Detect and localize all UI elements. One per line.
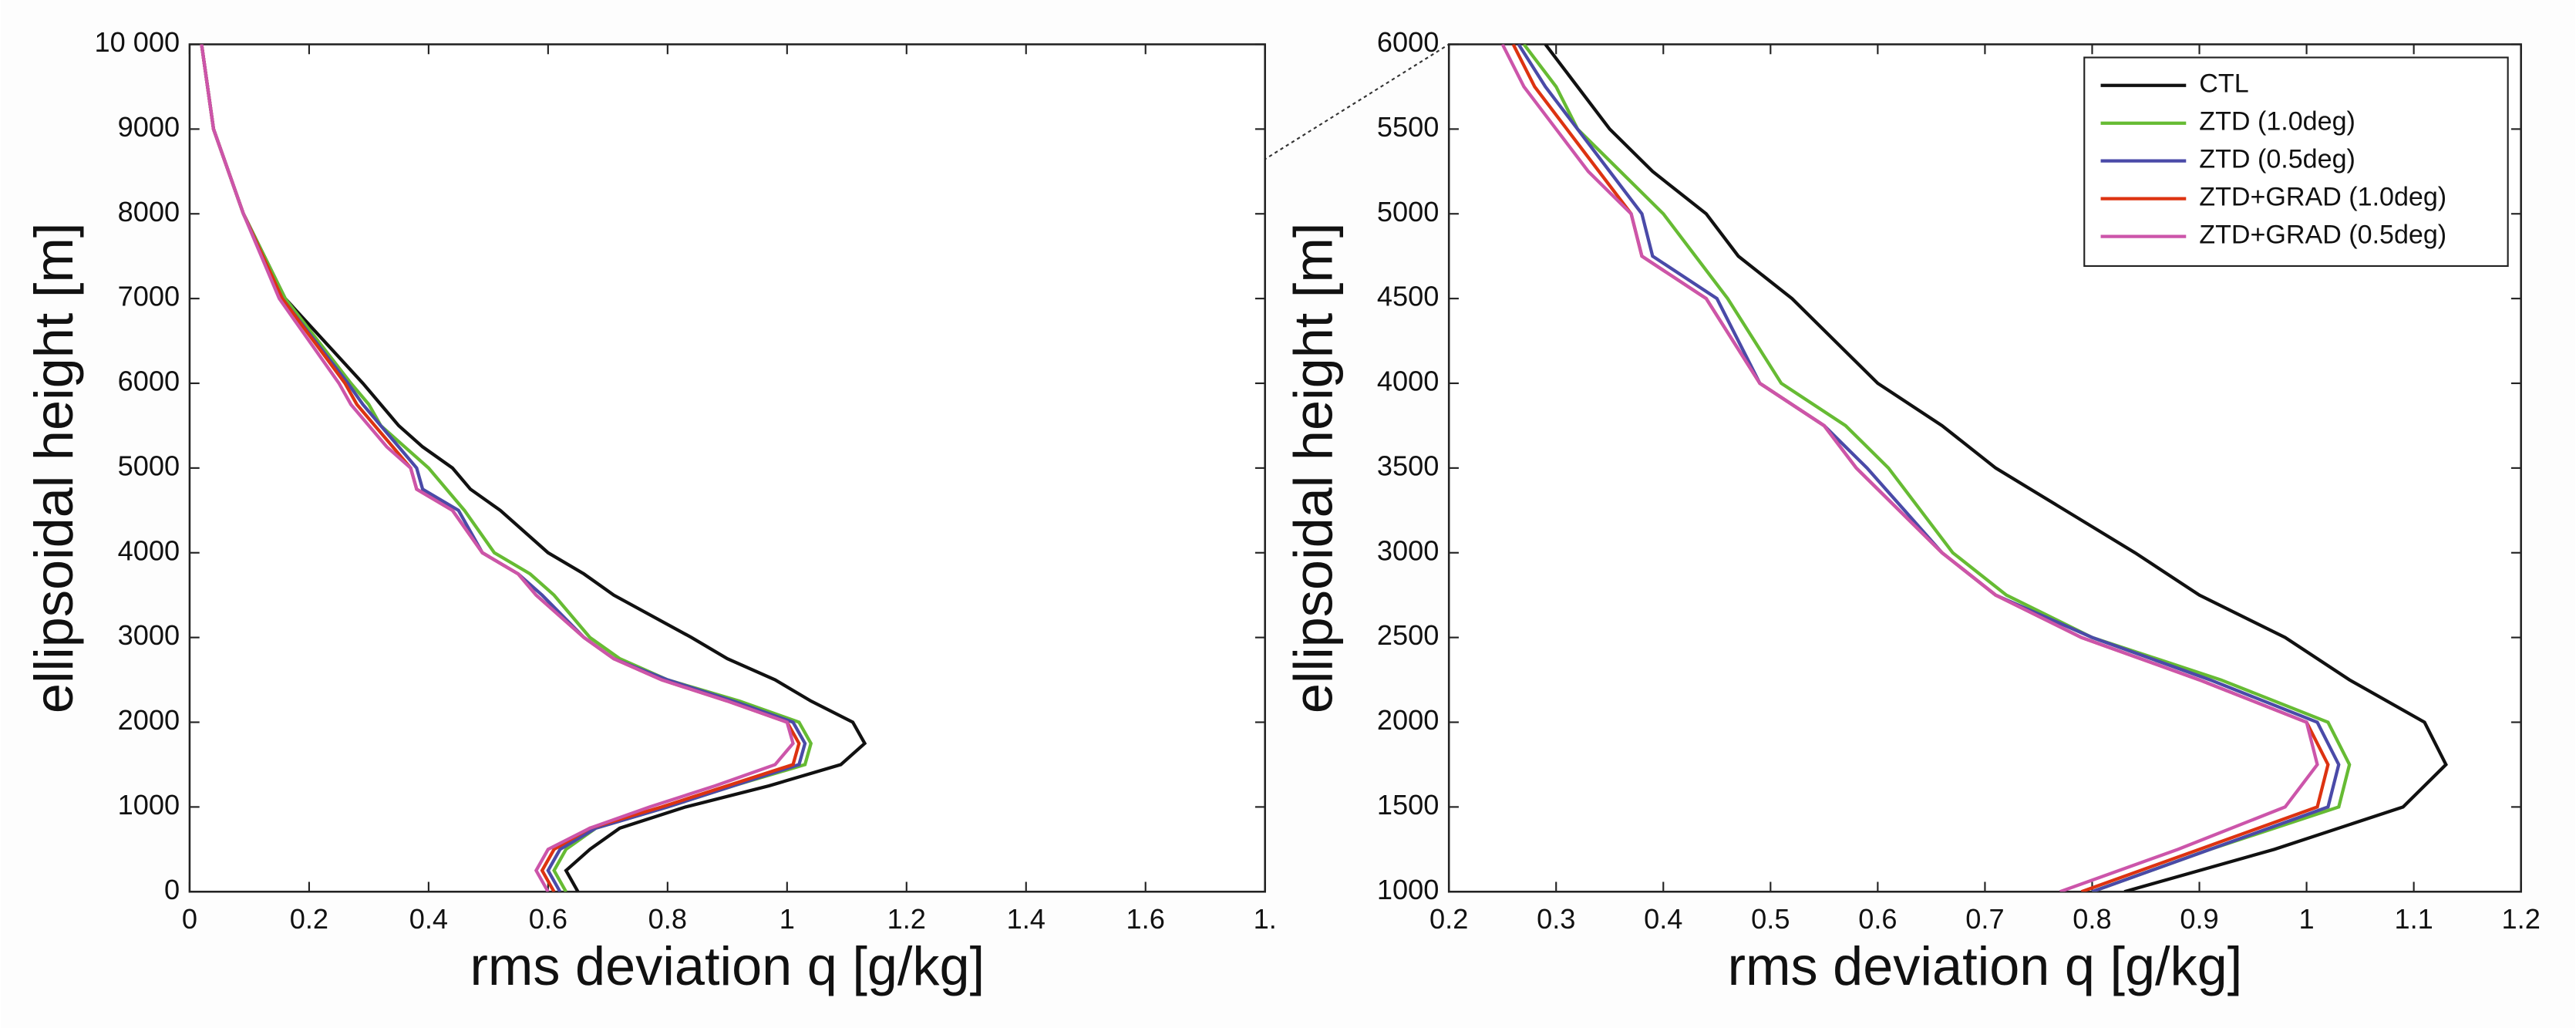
y-tick-label: 2000 bbox=[118, 704, 180, 736]
x-tick-label: 0.4 bbox=[409, 903, 448, 935]
y-tick-label: 9000 bbox=[118, 111, 180, 143]
x-tick-label: 1.6 bbox=[1126, 903, 1165, 935]
x-tick-label: 1.4 bbox=[1007, 903, 1046, 935]
series-line bbox=[1522, 44, 2352, 892]
y-tick-label: 2500 bbox=[1377, 619, 1440, 651]
y-tick-label: 0 bbox=[164, 874, 180, 905]
y-tick-label: 3000 bbox=[118, 619, 180, 651]
x-tick-label: 0.6 bbox=[529, 903, 567, 935]
legend-label: ZTD (0.5deg) bbox=[2199, 145, 2355, 174]
y-tick-label: 7000 bbox=[118, 281, 180, 312]
y-tick-label: 4000 bbox=[118, 534, 180, 566]
y-axis-label: ellipsoidal height [m] bbox=[23, 223, 84, 714]
x-tick-label: 0.2 bbox=[290, 903, 328, 935]
x-tick-label: 0 bbox=[182, 903, 197, 935]
series-line bbox=[200, 44, 795, 892]
y-tick-label: 8000 bbox=[118, 196, 180, 228]
x-tick-label: 0.6 bbox=[1858, 903, 1897, 935]
x-tick-label: 0.8 bbox=[2073, 903, 2111, 935]
x-tick-label: 0.2 bbox=[1429, 903, 1468, 935]
series-line bbox=[200, 44, 807, 892]
x-axis-label: rms deviation q [g/kg] bbox=[470, 935, 985, 996]
y-tick-label: 6000 bbox=[118, 366, 180, 397]
series-line bbox=[1517, 44, 2341, 892]
x-tick-label: 1 bbox=[2299, 903, 2315, 935]
x-tick-label: 0.4 bbox=[1644, 903, 1682, 935]
legend-label: ZTD+GRAD (0.5deg) bbox=[2199, 221, 2446, 250]
y-tick-label: 1000 bbox=[1377, 874, 1440, 905]
x-tick-label: 1 bbox=[780, 903, 795, 935]
x-tick-label: 0.5 bbox=[1751, 903, 1790, 935]
y-tick-label: 6000 bbox=[1377, 26, 1440, 58]
x-tick-label: 1.2 bbox=[2502, 903, 2541, 935]
y-tick-label: 5000 bbox=[1377, 196, 1440, 228]
legend-label: CTL bbox=[2199, 69, 2248, 99]
x-tick-label: 0.3 bbox=[1537, 903, 1575, 935]
x-tick-label: 1.1 bbox=[2394, 903, 2433, 935]
y-tick-label: 3000 bbox=[1377, 534, 1440, 566]
y-axis-label: ellipsoidal height [m] bbox=[1282, 223, 1343, 714]
legend-label: ZTD+GRAD (1.0deg) bbox=[2199, 183, 2446, 212]
y-tick-label: 5500 bbox=[1377, 111, 1440, 143]
series-line bbox=[1544, 44, 2448, 892]
y-tick-label: 10 000 bbox=[94, 26, 180, 58]
x-tick-label: 0.9 bbox=[2180, 903, 2218, 935]
x-tick-label: 0.7 bbox=[1965, 903, 2004, 935]
series-line bbox=[1500, 44, 2319, 892]
series-line bbox=[200, 44, 867, 892]
plot-area bbox=[188, 43, 1266, 893]
x-tick-label: 1.2 bbox=[887, 903, 926, 935]
y-tick-label: 4500 bbox=[1377, 281, 1440, 312]
y-tick-label: 2000 bbox=[1377, 704, 1440, 736]
legend-label: ZTD (1.0deg) bbox=[2199, 107, 2355, 137]
y-tick-label: 5000 bbox=[118, 450, 180, 481]
y-tick-label: 3500 bbox=[1377, 450, 1440, 481]
x-axis-label: rms deviation q [g/kg] bbox=[1728, 935, 2243, 996]
y-tick-label: 4000 bbox=[1377, 366, 1440, 397]
x-tick-label: 0.8 bbox=[648, 903, 687, 935]
y-tick-label: 1000 bbox=[118, 789, 180, 821]
y-tick-label: 1500 bbox=[1377, 789, 1440, 821]
x-tick-label: 1. bbox=[1254, 903, 1277, 935]
